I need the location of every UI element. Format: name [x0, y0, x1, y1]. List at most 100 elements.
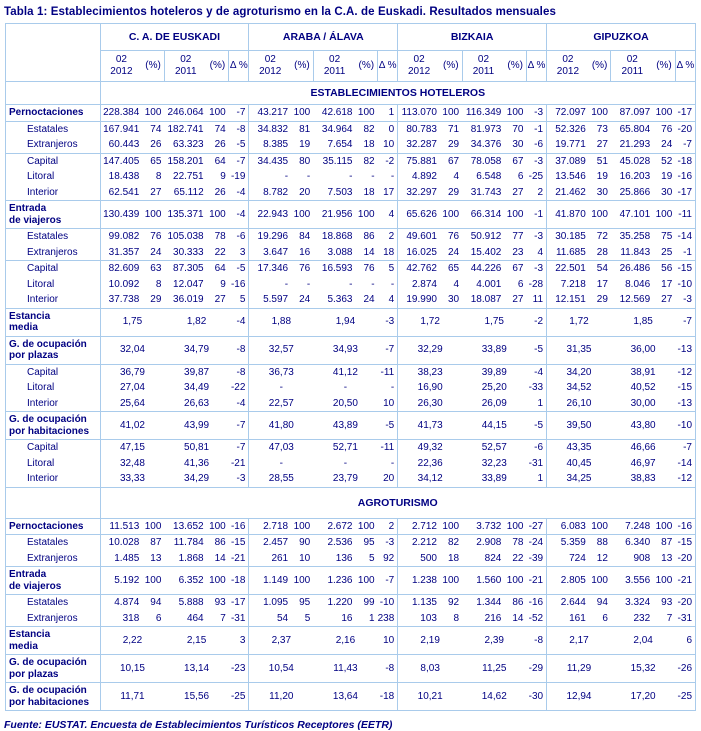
value-cell: -11 [675, 200, 696, 230]
value-cell: 1.485 [99, 550, 143, 568]
value-cell: 9 [220, 278, 226, 290]
value-cell: 113.070 [397, 104, 440, 122]
sub-header: (%) [355, 50, 378, 83]
value-cell: 38,23 [397, 364, 463, 381]
value-cell: 2,16 [313, 626, 378, 656]
value-cell: 42.618 [313, 104, 356, 122]
value-cell: 464 [164, 610, 207, 628]
value-cell: 65 [150, 155, 162, 167]
value-cell: 18 [355, 137, 378, 154]
value-cell: - [390, 171, 395, 183]
value-cell: 100 [291, 566, 314, 596]
value-cell: - [371, 278, 375, 290]
value-cell: 95 [363, 537, 375, 549]
value-cell: 41,73 [397, 411, 463, 441]
row-label: Extranjeros [5, 137, 101, 154]
value-cell: 232 [610, 610, 654, 628]
value-cell: 105.038 [167, 231, 204, 243]
sub-header: 02 2012 [99, 50, 143, 83]
value-cell: 34,29 [164, 471, 229, 488]
value-cell: 73 [596, 123, 608, 135]
value-cell: 81.973 [470, 123, 502, 135]
value-cell: 1.236 [313, 566, 356, 596]
row-label: G. de ocupación por plazas [5, 654, 101, 684]
row-label: Estancia media [5, 626, 101, 656]
value-cell: 41,02 [99, 411, 165, 441]
value-cell: 94 [596, 597, 608, 609]
value-cell: 84 [299, 231, 311, 243]
group-header: ARABA / ÁLAVA [248, 23, 398, 52]
value-cell: 3.647 [248, 244, 292, 262]
delta-cell: 1 [526, 395, 547, 413]
value-cell: 11.513 [99, 518, 143, 536]
value-cell: -1 [526, 200, 547, 230]
value-cell: 80 [299, 155, 311, 167]
value-cell: 40,45 [546, 455, 611, 472]
value-cell: 3.324 [625, 597, 651, 609]
value-cell: 12.047 [173, 278, 204, 290]
value-cell: 76 [299, 263, 311, 275]
value-cell: 35.258 [619, 231, 651, 243]
delta-cell: - [390, 382, 395, 394]
value-cell: 500 [397, 550, 440, 568]
value-cell: 12,94 [546, 682, 611, 712]
value-cell: 54 [248, 610, 292, 628]
value-cell: 2 [388, 231, 395, 243]
value-cell: 2,04 [610, 626, 676, 656]
delta-cell: -8 [236, 366, 246, 378]
band-label-cell [5, 81, 101, 106]
value-cell: 4 [377, 200, 398, 230]
value-cell: 19 [661, 171, 673, 183]
eustat-table-page: Tabla 1: Establecimientos hoteleros y de… [4, 6, 696, 731]
value-cell: 100 [504, 200, 527, 230]
value-cell: 1,72 [546, 308, 611, 337]
value-cell: 41,80 [248, 411, 314, 441]
value-cell: -3 [534, 155, 544, 167]
delta-cell: -4 [228, 395, 249, 413]
value-cell: 34,49 [184, 382, 210, 394]
value-cell: 46,66 [630, 442, 656, 454]
value-cell: 14,62 [462, 682, 527, 712]
row-label: Estancia media [5, 308, 101, 337]
value-cell: 4 [377, 292, 398, 309]
value-cell: - [248, 455, 314, 472]
value-cell: 12.569 [610, 292, 654, 309]
section-band: AGROTURISMO [100, 487, 696, 519]
row-label: Extranjeros [5, 610, 101, 628]
value-cell: 100 [504, 566, 527, 596]
value-cell: -15 [230, 537, 246, 549]
delta-cell: -2 [526, 308, 547, 337]
delta-cell: -11 [380, 366, 395, 378]
sub-header: Δ % [228, 50, 249, 83]
section-band: ESTABLECIMIENTOS HOTELEROS [100, 81, 696, 106]
value-cell: 22.751 [173, 171, 204, 183]
sub-header: 02 2012 [546, 50, 589, 83]
value-cell: 11 [526, 292, 547, 309]
value-cell: 116.349 [462, 104, 505, 122]
value-cell: 2.644 [546, 594, 589, 611]
delta-cell: -7 [675, 308, 696, 337]
value-cell: 65.804 [619, 123, 651, 135]
value-cell: 10.092 [99, 276, 143, 293]
value-cell: 51 [596, 155, 608, 167]
value-cell: 33,89 [462, 336, 527, 365]
value-cell: 1.149 [248, 566, 292, 596]
value-cell: -31 [675, 610, 696, 628]
value-cell: 1.560 [462, 566, 505, 596]
delta-cell: -18 [377, 682, 398, 712]
value-cell: 14 [355, 244, 378, 262]
value-cell: 39,87 [184, 366, 210, 378]
value-cell: 228.384 [99, 104, 143, 122]
value-cell: 93 [214, 597, 226, 609]
value-cell: 24 [291, 292, 314, 309]
value-cell: 2.908 [476, 537, 502, 549]
value-cell: 50.912 [470, 231, 502, 243]
value-cell: 78.058 [470, 155, 502, 167]
value-cell: 100 [588, 104, 611, 122]
value-cell: -52 [526, 610, 547, 628]
value-cell: - [349, 278, 353, 290]
value-cell: 52,57 [481, 442, 507, 454]
delta-cell: -12 [675, 471, 696, 488]
value-cell: 34.435 [248, 153, 292, 170]
value-cell: -16 [528, 597, 544, 609]
